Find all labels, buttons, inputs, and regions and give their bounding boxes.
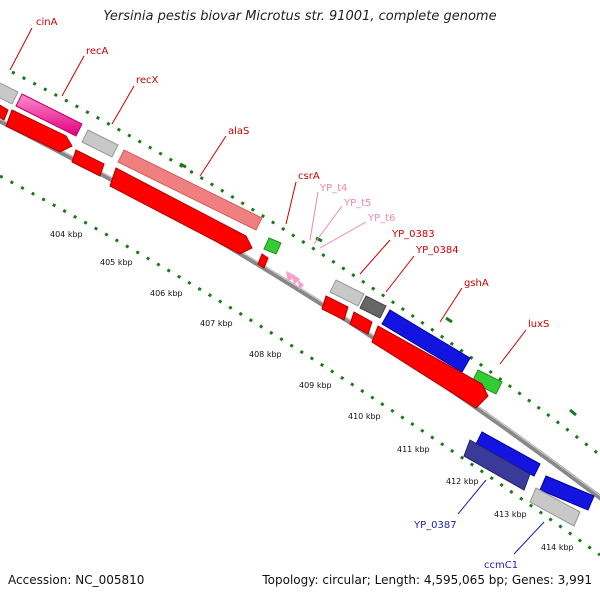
major-tick-marks — [179, 162, 577, 417]
gene-gshA-box[interactable] — [381, 309, 471, 373]
label-recX: recX — [136, 75, 159, 86]
genome-summary-text: Topology: circular; Length: 4,595,065 bp… — [262, 573, 592, 587]
label-cinA: cinA — [36, 17, 58, 28]
gene-csrA-box[interactable] — [263, 237, 282, 255]
label-YP_t4: YP_t4 — [319, 183, 347, 194]
label-YP_0383: YP_0383 — [391, 229, 435, 240]
gene-rev-3[interactable] — [71, 149, 105, 177]
gene-ccmC1-box[interactable] — [529, 487, 581, 527]
gene-rev-YP_0383[interactable] — [321, 295, 349, 321]
label-recA: recA — [86, 46, 109, 57]
gene-YP_0383-box[interactable] — [329, 279, 365, 307]
gene-luxS-box[interactable] — [471, 369, 503, 395]
kbp-label-405: 405 kbp — [100, 258, 133, 267]
gene-rev-alaS[interactable] — [109, 167, 253, 255]
accession-text: Accession: NC_005810 — [8, 573, 145, 587]
kbp-scale: 404 kbp 405 kbp 406 kbp 407 kbp 408 kbp … — [50, 230, 574, 552]
outer-tick-ring — [0, 70, 600, 557]
gene-rev-2[interactable] — [5, 109, 73, 153]
gene-cinA-box[interactable] — [0, 82, 19, 105]
kbp-label-412: 412 kbp — [446, 477, 479, 486]
trna-YP_t4-marker[interactable] — [286, 271, 296, 282]
label-YP_t5: YP_t5 — [343, 198, 371, 209]
gene-YP_0387-box[interactable] — [463, 439, 531, 491]
kbp-label-406: 406 kbp — [150, 289, 183, 298]
kbp-label-408: 408 kbp — [249, 350, 282, 359]
gene-labels-red: cinA recA recX alaS csrA YP_0383 YP_0384… — [36, 17, 549, 330]
label-YP_0387: YP_0387 — [413, 520, 457, 531]
gene-rev-1[interactable] — [0, 104, 9, 121]
label-gshA: gshA — [464, 278, 489, 289]
trna-YP_t6-marker[interactable] — [298, 280, 304, 290]
label-leaders-red — [9, 27, 527, 365]
trna-YP_t5-marker[interactable] — [292, 274, 300, 285]
gene-recX-box[interactable] — [81, 129, 119, 158]
gene-rev-small[interactable] — [257, 253, 269, 269]
gene-YP_0384-box[interactable] — [359, 295, 387, 319]
kbp-label-407: 407 kbp — [200, 319, 233, 328]
label-YP_t6: YP_t6 — [367, 213, 395, 224]
gene-rev-YP_0384[interactable] — [349, 311, 373, 335]
label-YP_0384: YP_0384 — [415, 245, 459, 256]
gene-recA-box[interactable] — [15, 93, 83, 137]
label-luxS: luxS — [528, 319, 549, 330]
kbp-label-411: 411 kbp — [397, 445, 430, 454]
gene-labels-blue: YP_0387 ccmC1 — [413, 520, 518, 571]
gene-fwd-blue-1[interactable] — [475, 431, 541, 477]
label-csrA: csrA — [298, 171, 320, 182]
gene-fwd-blue-2[interactable] — [539, 475, 595, 511]
label-leaders-blue — [457, 479, 545, 555]
gene-alaS-box[interactable] — [117, 149, 263, 231]
kbp-label-414: 414 kbp — [541, 543, 574, 552]
kbp-label-409: 409 kbp — [299, 381, 332, 390]
label-leaders-pink — [309, 191, 367, 249]
label-ccmC1: ccmC1 — [484, 560, 518, 571]
kbp-label-404: 404 kbp — [50, 230, 83, 239]
map-title: Yersinia pestis biovar Microtus str. 910… — [103, 9, 497, 24]
gene-rev-gshA[interactable] — [371, 325, 489, 409]
kbp-label-410: 410 kbp — [348, 412, 381, 421]
gene-labels-pink: YP_t4 YP_t5 YP_t6 — [319, 183, 395, 224]
label-alaS: alaS — [228, 126, 249, 137]
kbp-label-413: 413 kbp — [494, 510, 527, 519]
